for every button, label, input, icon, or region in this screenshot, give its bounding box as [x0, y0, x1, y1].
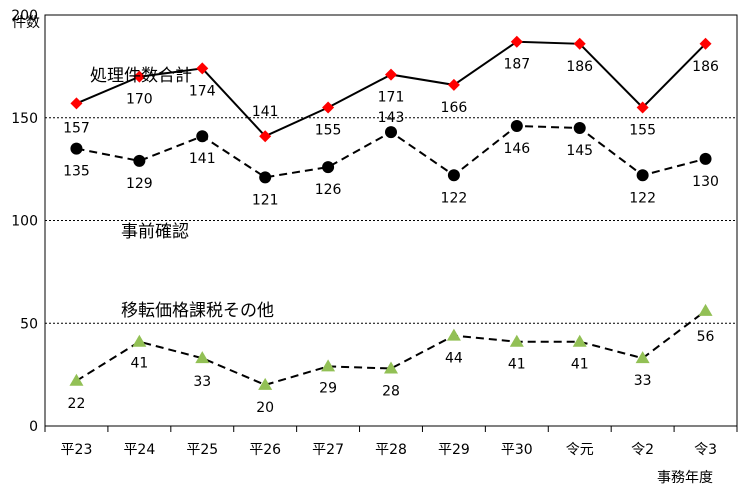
series-label-advance: 事前確認: [121, 222, 189, 242]
data-label: 122: [441, 190, 468, 206]
x-axis-ticks: 平23 平24 平25 平26 平27 平28 平29 平30 令元 令2 令3: [44, 426, 738, 458]
data-label: 33: [193, 374, 211, 390]
data-point-total: [385, 68, 397, 81]
data-label: 121: [252, 192, 279, 208]
y-tick-label: 200: [11, 8, 38, 24]
data-label: 130: [692, 174, 719, 190]
data-label: 41: [130, 356, 148, 372]
x-tick-label: 平25: [186, 442, 218, 458]
x-tick-label: 令2: [631, 442, 654, 458]
data-point-other: [195, 351, 210, 364]
data-point-advance: [259, 171, 272, 184]
data-point-total: [636, 101, 649, 114]
data-point-total: [447, 78, 460, 91]
data-labels: 157 170 174 141 155 171 166 187 186 155 186 135 129 1…: [63, 57, 719, 416]
data-label: 129: [126, 176, 153, 192]
data-point-total: [70, 97, 83, 110]
data-point-other: [446, 328, 461, 341]
data-point-other: [132, 334, 147, 347]
x-tick-label: 令3: [694, 442, 717, 458]
series-label-total: 処理件数合計: [90, 66, 192, 86]
data-label: 157: [63, 120, 90, 136]
data-label: 122: [629, 190, 656, 206]
data-label: 187: [503, 57, 530, 73]
data-label: 166: [441, 100, 468, 116]
data-point-other: [69, 373, 84, 386]
data-label: 41: [571, 357, 589, 373]
series-label-other: 移転価格課税その他: [121, 301, 274, 321]
data-label: 44: [445, 351, 463, 367]
data-label: 170: [126, 92, 153, 108]
data-point-total: [133, 70, 146, 83]
data-label: 186: [692, 59, 719, 75]
x-tick-label: 令元: [566, 442, 594, 458]
data-point-advance: [133, 154, 146, 167]
data-point-advance: [510, 119, 523, 132]
data-point-other: [698, 303, 713, 316]
data-point-advance: [385, 126, 397, 139]
data-label: 141: [252, 104, 279, 120]
y-tick-label: 100: [11, 214, 38, 230]
data-point-advance: [573, 122, 586, 135]
data-label: 155: [315, 122, 342, 138]
x-tick-label: 平28: [375, 442, 407, 458]
data-point-other: [321, 359, 336, 372]
y-tick-label: 0: [29, 419, 38, 435]
data-point-other: [572, 334, 587, 347]
data-label: 22: [68, 396, 86, 412]
data-point-advance: [322, 161, 335, 174]
series-line-2: [75, 310, 707, 386]
data-point-other: [384, 361, 398, 374]
data-point-total: [196, 62, 209, 75]
data-point-total: [259, 130, 272, 143]
x-tick-label: 平24: [123, 442, 155, 458]
data-label: 56: [697, 329, 715, 345]
data-label: 135: [63, 164, 90, 180]
data-label: 146: [503, 141, 530, 157]
data-label: 143: [378, 110, 405, 126]
data-label: 29: [319, 380, 337, 396]
series-group: [69, 35, 713, 390]
data-label: 171: [378, 90, 405, 106]
gridlines: [45, 14, 737, 324]
data-point-total: [510, 35, 523, 48]
x-tick-label: 平27: [312, 442, 344, 458]
data-point-advance: [196, 130, 209, 143]
data-label: 174: [189, 83, 216, 99]
data-label: 141: [189, 151, 216, 167]
x-tick-label: 平30: [501, 442, 533, 458]
data-label: 126: [315, 182, 342, 198]
x-tick-label: 平29: [438, 442, 470, 458]
data-point-other: [635, 351, 650, 364]
data-label: 186: [566, 59, 593, 75]
y-axis-ticks: 0 50 100 150 200: [11, 8, 38, 435]
data-point-advance: [447, 169, 460, 182]
x-axis-label: 事務年度: [657, 470, 713, 486]
data-point-total: [573, 37, 586, 50]
data-point-total: [699, 37, 712, 50]
data-label: 20: [256, 400, 274, 416]
data-label: 28: [382, 383, 400, 399]
data-label: 155: [629, 122, 656, 138]
data-label: 145: [566, 143, 593, 159]
data-point-other: [509, 334, 524, 347]
data-label: 41: [508, 357, 526, 373]
y-axis-label: 件数: [12, 15, 40, 31]
x-tick-label: 平23: [61, 442, 93, 458]
y-tick-label: 50: [20, 316, 38, 332]
data-point-advance: [70, 142, 83, 155]
x-tick-label: 平26: [249, 442, 281, 458]
data-point-total: [322, 101, 335, 114]
data-label: 33: [634, 373, 652, 389]
data-point-advance: [699, 152, 712, 165]
y-tick-label: 150: [11, 111, 38, 127]
data-point-advance: [636, 169, 649, 182]
data-point-other: [258, 377, 273, 390]
